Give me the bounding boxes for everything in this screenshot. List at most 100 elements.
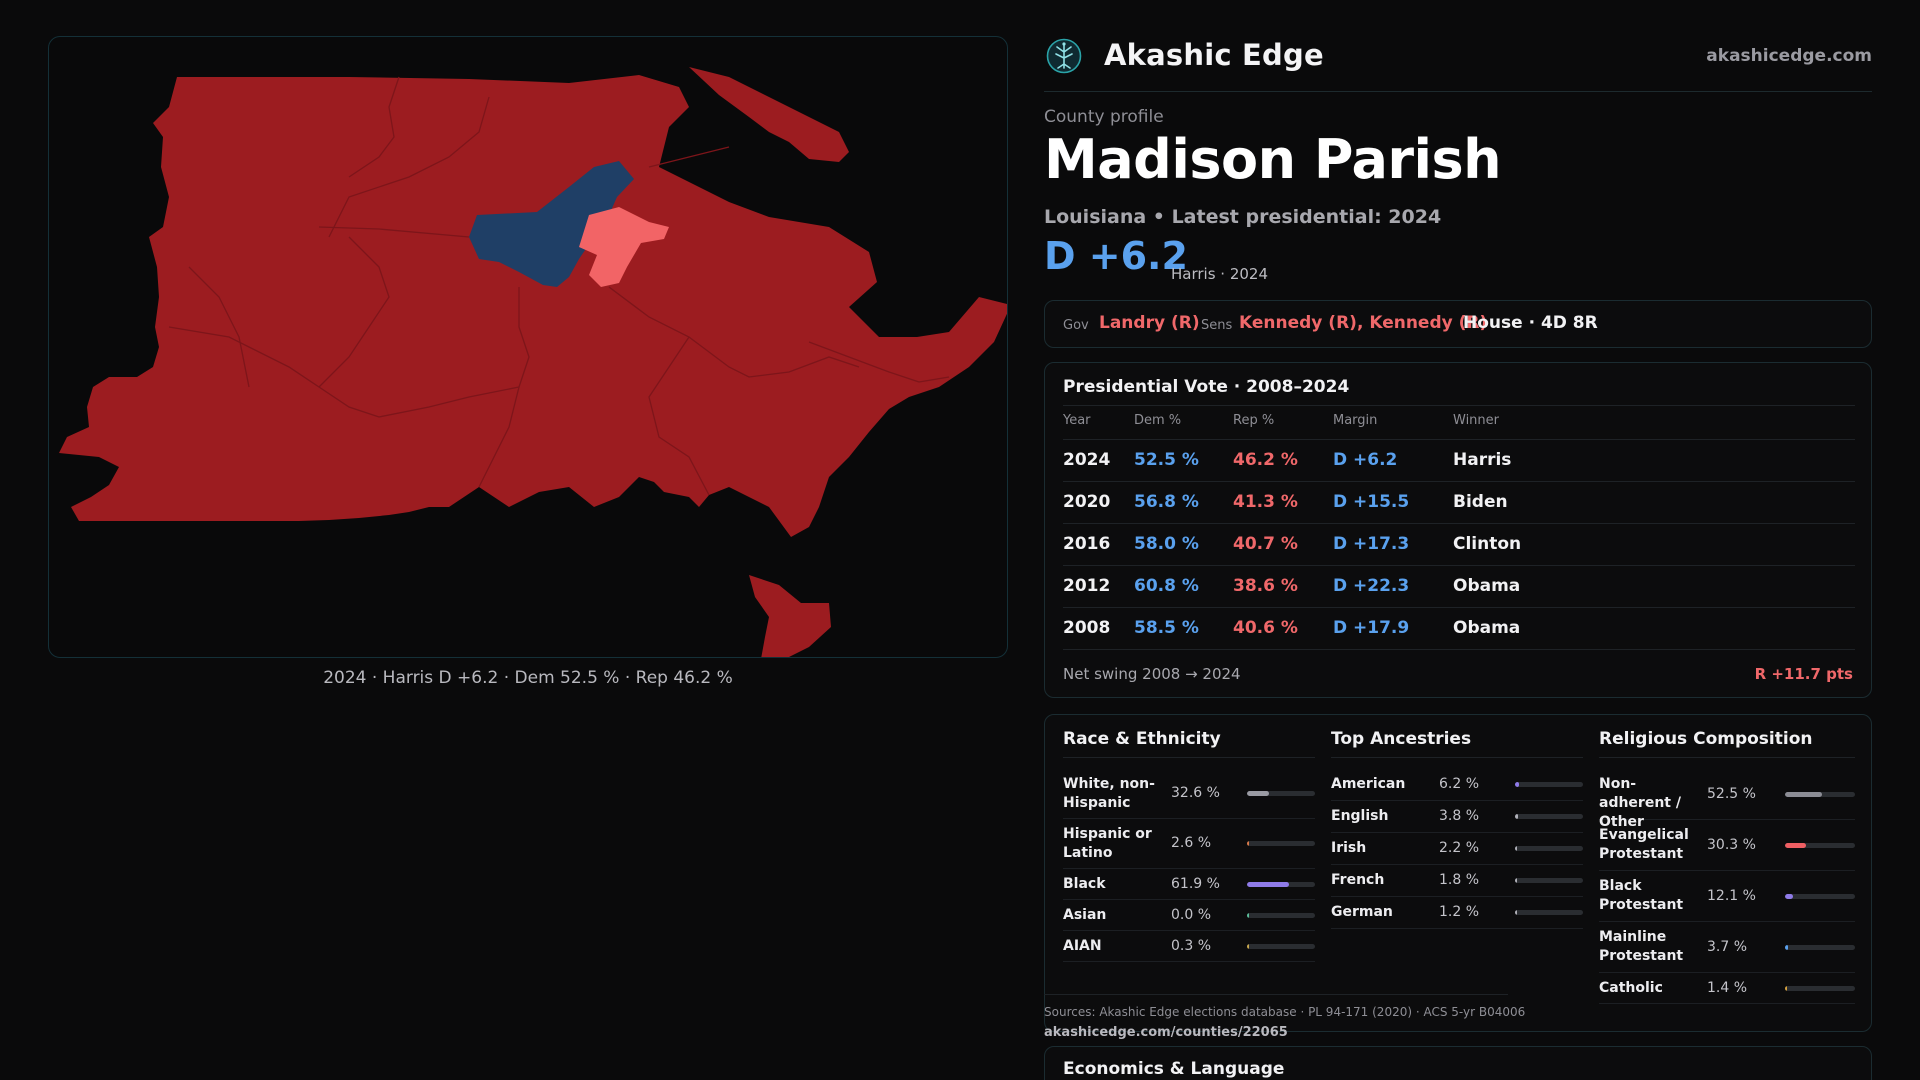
- divider: [1331, 757, 1583, 758]
- item-label: AIAN: [1063, 938, 1102, 954]
- item-label: Black Protestant: [1599, 878, 1684, 913]
- share-bar-fill: [1785, 893, 1794, 899]
- list-item: Black Protestant 12.1 %: [1599, 871, 1855, 922]
- item-label: Non-adherent / Other: [1599, 776, 1681, 830]
- list-item: Asian 0.0 %: [1063, 900, 1315, 931]
- map-region-rep-oxbow: [689, 67, 849, 162]
- item-label: Hispanic or Latino: [1063, 826, 1152, 861]
- item-label: French: [1331, 872, 1385, 888]
- share-bar: [1247, 913, 1315, 918]
- row-year: 2020: [1063, 492, 1111, 512]
- row-rep: 40.6 %: [1233, 618, 1298, 638]
- item-value: 32.6 %: [1171, 785, 1220, 801]
- map-caption: 2024 · Harris D +6.2 · Dem 52.5 % · Rep …: [323, 668, 733, 688]
- row-year: 2012: [1063, 576, 1111, 596]
- row-winner: Harris: [1453, 450, 1512, 470]
- share-bar-fill: [1247, 913, 1249, 918]
- governor: Landry (R): [1099, 313, 1200, 333]
- list-item: American 6.2 %: [1331, 769, 1583, 801]
- profile-subline: Louisiana • Latest presidential: 2024: [1044, 206, 1442, 228]
- map-region-rep[interactable]: [59, 75, 1008, 537]
- list-item: Non-adherent / Other 52.5 %: [1599, 769, 1855, 830]
- row-year: 2008: [1063, 618, 1111, 638]
- item-label: Asian: [1063, 907, 1107, 923]
- item-value: 1.4 %: [1707, 980, 1748, 996]
- table-row: 2020 56.8 % 41.3 % D +15.5 Biden: [1063, 481, 1855, 523]
- share-bar-fill: [1785, 944, 1788, 950]
- list-item: Catholic 1.4 %: [1599, 973, 1855, 1004]
- row-rep: 38.6 %: [1233, 576, 1298, 596]
- presidential-vote-card: Presidential Vote · 2008–2024 Year Dem %…: [1044, 362, 1872, 698]
- map-region-rep-island: [749, 575, 831, 657]
- senators: Kennedy (R), Kennedy (R): [1239, 313, 1488, 333]
- row-winner: Obama: [1453, 576, 1521, 596]
- presidential-title: Presidential Vote · 2008–2024: [1063, 377, 1350, 397]
- share-bar-fill: [1785, 791, 1822, 797]
- row-margin: D +17.3: [1333, 534, 1410, 554]
- net-swing-label: Net swing 2008 → 2024: [1063, 665, 1241, 683]
- share-bar: [1785, 791, 1855, 797]
- item-value: 52.5 %: [1707, 785, 1756, 802]
- col-header-rep: Rep %: [1233, 413, 1275, 428]
- map-region-dem[interactable]: [469, 161, 634, 287]
- row-winner: Clinton: [1453, 534, 1522, 554]
- item-label: German: [1331, 904, 1393, 920]
- list-item: English 3.8 %: [1331, 801, 1583, 833]
- item-value: 3.8 %: [1439, 808, 1480, 824]
- share-bar-fill: [1247, 944, 1249, 949]
- row-year: 2024: [1063, 450, 1111, 470]
- item-label: English: [1331, 808, 1389, 824]
- item-value: 12.1 %: [1707, 887, 1756, 904]
- share-bar: [1515, 910, 1583, 915]
- sources-url[interactable]: akashicedge.com/counties/22065: [1044, 1025, 1288, 1040]
- share-bar: [1247, 944, 1315, 949]
- county-map[interactable]: [48, 36, 1008, 658]
- share-bar-fill: [1785, 986, 1787, 991]
- divider: [1063, 649, 1855, 650]
- share-bar-fill: [1785, 842, 1807, 848]
- divider: [1063, 405, 1855, 406]
- race-title: Race & Ethnicity: [1063, 729, 1221, 749]
- row-dem: 58.5 %: [1134, 618, 1199, 638]
- item-value: 30.3 %: [1707, 836, 1756, 853]
- headline-margin-sub: Harris · 2024: [1171, 265, 1269, 283]
- share-bar-fill: [1515, 878, 1517, 883]
- share-bar: [1515, 782, 1583, 787]
- map-region-rep-light[interactable]: [579, 207, 669, 287]
- col-header-dem: Dem %: [1134, 413, 1182, 428]
- row-dem: 52.5 %: [1134, 450, 1199, 470]
- ancestry-title: Top Ancestries: [1331, 729, 1472, 749]
- list-item: Irish 2.2 %: [1331, 833, 1583, 865]
- brand-url[interactable]: akashicedge.com: [1706, 46, 1872, 66]
- share-bar: [1515, 846, 1583, 851]
- divider: [1044, 994, 1508, 995]
- row-year: 2016: [1063, 534, 1111, 554]
- row-margin: D +22.3: [1333, 576, 1410, 596]
- row-dem: 60.8 %: [1134, 576, 1199, 596]
- share-bar: [1247, 882, 1315, 887]
- profile-eyebrow: County profile: [1044, 107, 1164, 127]
- item-label: Black: [1063, 876, 1106, 892]
- list-item: AIAN 0.3 %: [1063, 931, 1315, 962]
- item-label: Catholic: [1599, 980, 1663, 996]
- share-bar-fill: [1247, 791, 1270, 796]
- precinct-boundaries: [168, 76, 950, 496]
- item-label: White, non-Hispanic: [1063, 776, 1155, 811]
- share-bar-fill: [1515, 782, 1520, 787]
- share-bar: [1247, 841, 1315, 846]
- tree-of-life-icon: [1046, 38, 1082, 74]
- economics-title: Economics & Language: [1063, 1059, 1285, 1079]
- gov-label: Gov: [1063, 318, 1089, 333]
- net-swing-value: R +11.7 pts: [1754, 665, 1853, 683]
- headline-margin: D +6.2: [1044, 234, 1188, 278]
- share-bar: [1785, 893, 1855, 899]
- list-item: Mainline Protestant 3.7 %: [1599, 922, 1855, 973]
- list-item: Hispanic or Latino 2.6 %: [1063, 819, 1315, 869]
- brand-name: Akashic Edge: [1104, 38, 1324, 72]
- share-bar: [1785, 944, 1855, 950]
- item-value: 3.7 %: [1707, 938, 1748, 955]
- list-item: French 1.8 %: [1331, 865, 1583, 897]
- row-winner: Biden: [1453, 492, 1508, 512]
- share-bar: [1515, 814, 1583, 819]
- item-value: 0.0 %: [1171, 907, 1212, 923]
